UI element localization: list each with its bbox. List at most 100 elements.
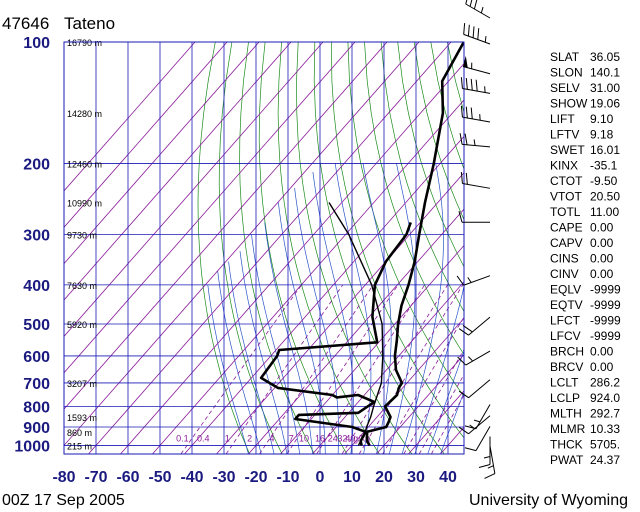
index-value: 11.00 <box>590 205 619 219</box>
index-value: 16.01 <box>590 143 620 157</box>
height-label: 10990 m <box>67 199 102 209</box>
index-value: -35.1 <box>590 159 618 173</box>
barb-staff <box>465 3 491 19</box>
wind-barb <box>458 379 491 399</box>
dry-adiabat <box>239 42 315 454</box>
temperature-tick-label: 20 <box>375 469 393 486</box>
mixing-ratio-label: 40 <box>345 433 355 443</box>
barb-half-flag <box>473 419 481 423</box>
mixing-ratio-label: 1 <box>225 433 230 443</box>
mixing-ratio-line <box>403 348 464 454</box>
barb-half-flag <box>468 356 474 362</box>
barb-flag <box>465 172 468 185</box>
barb-staff <box>462 88 491 94</box>
barb-flag <box>470 107 473 119</box>
barb-flag <box>458 390 469 399</box>
moist-adiabat <box>207 284 249 454</box>
wind-barb <box>478 436 491 468</box>
isotherm <box>64 42 388 410</box>
height-label: 14280 m <box>67 109 102 119</box>
index-label: MLTH <box>550 407 582 421</box>
wind-barb <box>459 133 491 148</box>
index-label: BRCH <box>550 345 584 359</box>
index-label: LCLP <box>550 391 580 405</box>
index-label: LFCT <box>550 314 581 328</box>
barb-flag <box>465 0 468 5</box>
index-value: 36.05 <box>590 50 620 64</box>
sounding-profiles <box>259 42 464 447</box>
barb-half-flag <box>483 455 491 459</box>
wind-barb <box>464 404 491 430</box>
isotherm <box>152 99 464 454</box>
height-label: 215 m <box>67 441 92 451</box>
pressure-tick-label: 700 <box>23 376 50 393</box>
index-label: SLAT <box>550 50 580 64</box>
index-value: 0.00 <box>590 221 614 235</box>
index-value: 292.7 <box>590 407 620 421</box>
barb-flag <box>463 22 466 35</box>
barb-flag <box>469 0 473 7</box>
barb-flag <box>475 79 478 92</box>
thermo-background <box>64 42 640 454</box>
pressure-tick-label: 400 <box>23 278 50 295</box>
barb-flag <box>472 26 475 38</box>
index-label: MLMR <box>550 422 586 436</box>
index-value: 9.18 <box>590 128 614 142</box>
barb-staff <box>468 415 491 435</box>
dry-adiabat <box>277 42 380 454</box>
isotherm <box>248 208 464 454</box>
observation-time: 00Z 17 Sep 2005 <box>2 492 125 509</box>
isotherm <box>344 317 464 454</box>
wind-barb <box>458 316 491 336</box>
barb-staff <box>468 316 491 336</box>
dry-adiabat <box>218 42 283 454</box>
moist-adiabat <box>427 349 464 454</box>
barb-flag <box>460 105 463 118</box>
moist-adiabat <box>264 222 313 454</box>
mixing-ratio-label: 0.1 <box>176 433 189 443</box>
height-label: 12460 m <box>67 159 102 169</box>
isotherm <box>64 42 420 447</box>
index-label: SWET <box>550 143 585 157</box>
mixing-ratio-label: 0.4 <box>197 433 210 443</box>
pressure-tick-label: 800 <box>23 399 50 416</box>
barb-staff <box>462 182 491 189</box>
index-value: 5705. <box>590 438 620 452</box>
pressure-tick-label: 500 <box>23 317 50 334</box>
plot-frame <box>63 41 465 455</box>
index-value: 140.1 <box>590 66 620 80</box>
dry-adiabat <box>630 42 640 454</box>
isotherm <box>64 42 292 301</box>
barb-staff <box>463 275 491 286</box>
isotherm <box>64 42 260 265</box>
index-value: 9.10 <box>590 112 614 126</box>
height-label: 5920 m <box>67 320 97 330</box>
moist-adiabat <box>251 234 301 454</box>
barb-flag <box>478 463 491 468</box>
index-value: 31.00 <box>590 81 620 95</box>
height-label: 7630 m <box>67 281 97 291</box>
data-source: University of Wyoming <box>469 492 628 509</box>
barb-half-flag <box>469 424 475 430</box>
mixing-ratio-line <box>431 394 464 454</box>
moist-adiabat <box>440 391 464 454</box>
dry-adiabat <box>313 42 445 454</box>
index-value: 0.00 <box>590 360 614 374</box>
temperature-tick-label: 10 <box>343 469 361 486</box>
station-id: 47646 <box>2 14 49 33</box>
mixing-ratio-label: 16 <box>315 433 325 443</box>
wind-barb <box>460 172 491 189</box>
barb-staff <box>462 143 491 148</box>
barb-flag <box>465 77 468 90</box>
index-label: VTOT <box>550 190 582 204</box>
temperature-tick-label: -10 <box>276 469 299 486</box>
moist-adiabat <box>414 284 464 454</box>
barb-half-flag <box>480 6 484 14</box>
isotherm <box>64 42 356 374</box>
pressure-tick-label: 1000 <box>14 438 50 455</box>
temperature-tick-label: 40 <box>439 469 457 486</box>
index-label: PWAT <box>550 453 584 467</box>
mixing-ratio-label: 24 <box>328 433 338 443</box>
barb-half-flag <box>487 465 494 469</box>
